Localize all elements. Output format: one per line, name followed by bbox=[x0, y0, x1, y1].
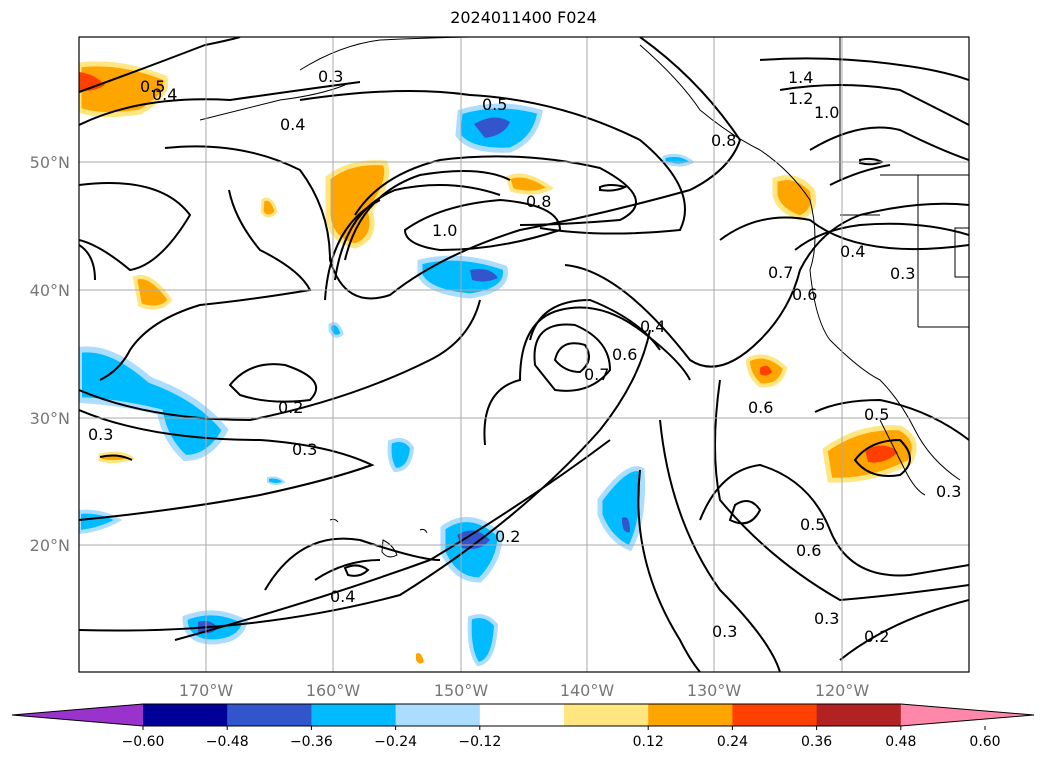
shade-orange-small bbox=[260, 197, 278, 218]
contour-label: 0.5 bbox=[140, 77, 165, 96]
shade-red-sub bbox=[760, 365, 772, 376]
contour-label: 0.7 bbox=[768, 263, 793, 282]
lon-label: 150°W bbox=[434, 681, 489, 700]
colorbar-tick-label: −0.24 bbox=[374, 734, 417, 750]
colorbar-segment bbox=[816, 704, 902, 726]
colorbar-segment bbox=[143, 704, 228, 726]
colorbar-tick-label: −0.48 bbox=[206, 734, 249, 750]
contour-label: 0.6 bbox=[796, 541, 821, 560]
contour-labels: 0.5 0.4 0.3 0.4 0.5 1.4 1.2 1.0 0.8 1.0 … bbox=[88, 67, 961, 646]
contour-label: 0.4 bbox=[330, 587, 355, 606]
colorbar: −0.60 −0.48 −0.36 −0.24 −0.12 0.12 0.24 0.36 0.4… bbox=[11, 703, 1035, 750]
map-title: 2024011400 F024 bbox=[450, 8, 597, 27]
longitude-labels: 170°W 160°W 150°W 140°W 130°W 120°W bbox=[179, 681, 870, 700]
lat-label: 40°N bbox=[30, 281, 70, 300]
contour-label: 0.3 bbox=[712, 622, 737, 641]
map-frame bbox=[78, 36, 970, 673]
colorbar-segment bbox=[227, 704, 312, 726]
shade-navy-east bbox=[622, 517, 630, 533]
contour-label: 1.4 bbox=[788, 68, 813, 87]
lat-label: 30°N bbox=[30, 409, 70, 428]
lat-label: 50°N bbox=[30, 153, 70, 172]
contour-label: 0.4 bbox=[152, 85, 177, 104]
coastlines bbox=[199, 37, 969, 558]
colorbar-tick-label: −0.60 bbox=[122, 734, 165, 750]
shade-navy-hawaii bbox=[457, 530, 490, 549]
shade-navy-mid bbox=[470, 269, 498, 282]
contour-label: 1.2 bbox=[788, 89, 813, 108]
shade-red-nw bbox=[79, 72, 105, 91]
colorbar-tick-label: 0.12 bbox=[633, 734, 664, 750]
shade-blue-south bbox=[467, 614, 499, 667]
contour-label: 0.3 bbox=[318, 67, 343, 86]
shade-orange-mid bbox=[505, 173, 554, 195]
contour-label: 0.6 bbox=[792, 285, 817, 304]
lat-label: 20°N bbox=[30, 536, 70, 555]
contour-label: 0.3 bbox=[890, 264, 915, 283]
lon-label: 130°W bbox=[687, 681, 742, 700]
contour-label: 0.5 bbox=[864, 405, 889, 424]
contour-label: 0.3 bbox=[88, 425, 113, 444]
contour-label: 0.4 bbox=[640, 317, 665, 336]
shade-blue-west bbox=[79, 346, 229, 462]
lon-label: 160°W bbox=[306, 681, 361, 700]
shade-blue-small1 bbox=[387, 438, 415, 473]
colorbar-tick-label: −0.36 bbox=[290, 734, 333, 750]
contour-label: 1.0 bbox=[814, 103, 839, 122]
lon-label: 140°W bbox=[560, 681, 615, 700]
colorbar-segment bbox=[479, 704, 565, 726]
colorbar-tick-label: 0.36 bbox=[801, 734, 832, 750]
contour-label: 0.6 bbox=[748, 398, 773, 417]
contour-label: 0.2 bbox=[864, 627, 889, 646]
contour-label: 0.7 bbox=[584, 365, 609, 384]
contour-label: 0.6 bbox=[612, 345, 637, 364]
contour-label: 0.8 bbox=[711, 131, 736, 150]
colorbar-segment bbox=[395, 704, 481, 726]
contour-label: 0.2 bbox=[278, 398, 303, 417]
contour-label: 0.5 bbox=[800, 515, 825, 534]
colorbar-tick-label: 0.24 bbox=[717, 734, 748, 750]
contour-lines bbox=[79, 37, 969, 672]
latitude-labels: 50°N 40°N 30°N 20°N bbox=[30, 153, 70, 555]
colorbar-extend-high bbox=[900, 704, 1034, 726]
contour-label: 0.4 bbox=[280, 115, 305, 134]
contour-label: 0.4 bbox=[840, 242, 865, 261]
contour-label: 0.5 bbox=[482, 95, 507, 114]
shade-red-baja bbox=[865, 445, 898, 463]
shade-orange-gulf bbox=[325, 160, 390, 249]
colorbar-segment bbox=[648, 704, 733, 726]
colorbar-tick-label: 0.60 bbox=[969, 734, 1000, 750]
lon-label: 120°W bbox=[815, 681, 870, 700]
lon-label: 170°W bbox=[179, 681, 234, 700]
colorbar-tick-label: 0.48 bbox=[885, 734, 916, 750]
contour-label: 1.0 bbox=[432, 221, 457, 240]
contour-label: 0.3 bbox=[814, 609, 839, 628]
colorbar-segment bbox=[564, 704, 649, 726]
contour-label: 0.3 bbox=[292, 440, 317, 459]
contour-label: 0.8 bbox=[526, 192, 551, 211]
contour-label: 0.3 bbox=[936, 482, 961, 501]
shade-blue-mid bbox=[417, 255, 509, 299]
shade-orange-tiny bbox=[416, 653, 424, 664]
shade-navy-gulf bbox=[474, 117, 510, 138]
colorbar-segment bbox=[732, 704, 818, 726]
colorbar-extend-low bbox=[12, 704, 143, 726]
colorbar-tick-label: −0.12 bbox=[458, 734, 501, 750]
shade-blue-tiny3 bbox=[267, 476, 286, 485]
graticule bbox=[79, 37, 969, 672]
contour-label: 0.2 bbox=[495, 527, 520, 546]
colorbar-segment bbox=[311, 704, 397, 726]
shade-orange-coast bbox=[772, 175, 816, 221]
shade-orange-west bbox=[132, 275, 173, 310]
shade-orange-nw bbox=[79, 61, 169, 118]
